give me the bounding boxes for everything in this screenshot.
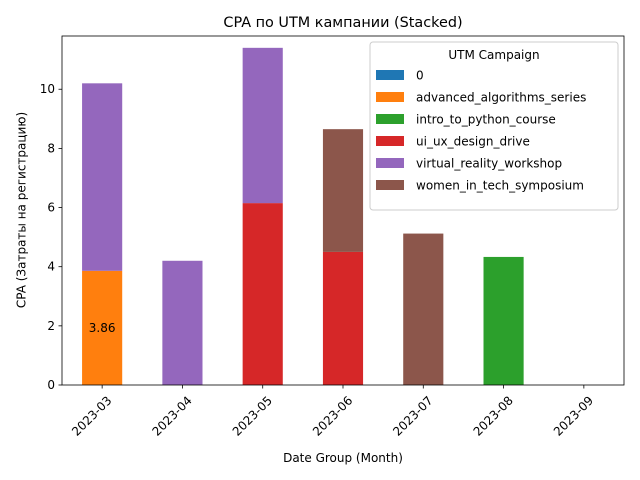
y-axis-label: CPA (Затраты на регистрацию) <box>15 112 29 308</box>
legend-entry-advanced_algorithms_series: advanced_algorithms_series <box>416 91 586 105</box>
x-axis-label: Date Group (Month) <box>283 451 403 465</box>
bar-2023-03-advanced_algorithms_series <box>82 270 123 385</box>
legend-entry-intro_to_python_course: intro_to_python_course <box>416 113 556 127</box>
x-tick-label: 2023-03 <box>69 393 114 438</box>
legend-box <box>369 41 619 211</box>
y-tick-label: 2 <box>47 319 55 333</box>
bar-2023-05-ui_ux_design_drive <box>242 203 283 385</box>
legend: UTM Campaign 0 advanced_algorithms_seriesi… <box>369 41 619 211</box>
data-label-2023-03: 3.86 <box>89 321 116 335</box>
legend-swatch-women_in_tech_symposium <box>376 180 404 190</box>
legend-swatch-virtual_reality_workshop <box>376 158 404 168</box>
plot-area: 3.86 0 2 4 6 8 10 2023-03 2023-04 2023-05 2023-06 2… <box>40 35 625 439</box>
legend-swatch-0 <box>376 70 404 80</box>
legend-swatch-advanced_algorithms_series <box>376 92 404 102</box>
bar-2023-05-virtual_reality_workshop <box>242 47 283 204</box>
y-tick-label: 8 <box>47 141 55 155</box>
x-tick-label: 2023-07 <box>390 393 435 438</box>
legend-entry-women_in_tech_symposium: women_in_tech_symposium <box>416 179 584 193</box>
x-tick-label: 2023-06 <box>310 393 355 438</box>
legend-swatch-ui_ux_design_drive <box>376 136 404 146</box>
bar-2023-06-ui_ux_design_drive <box>322 251 364 385</box>
x-tick-label: 2023-05 <box>230 393 275 438</box>
bar-2023-08-intro_to_python_course <box>483 256 524 385</box>
legend-entry-virtual_reality_workshop: virtual_reality_workshop <box>416 157 562 171</box>
legend-title: UTM Campaign <box>448 48 539 62</box>
bar-2023-04-virtual_reality_workshop <box>162 260 203 385</box>
y-tick-label: 10 <box>40 82 55 96</box>
chart-title: CPA по UTM кампании (Stacked) <box>223 15 462 31</box>
x-tick-label: 2023-08 <box>471 393 516 438</box>
x-tick-label: 2023-09 <box>551 393 596 438</box>
y-tick-label: 4 <box>47 260 55 274</box>
bar-2023-06-women_in_tech_symposium <box>322 129 364 252</box>
bar-2023-07-women_in_tech_symposium <box>403 233 444 385</box>
legend-swatch-intro_to_python_course <box>376 114 404 124</box>
legend-entry-ui_ux_design_drive: ui_ux_design_drive <box>416 135 530 149</box>
y-tick-label: 6 <box>47 201 55 215</box>
bar-2023-03-virtual_reality_workshop <box>82 83 123 271</box>
x-tick-label: 2023-04 <box>149 393 194 438</box>
legend-entry-0: 0 <box>416 69 424 83</box>
y-tick-label: 0 <box>47 378 55 392</box>
